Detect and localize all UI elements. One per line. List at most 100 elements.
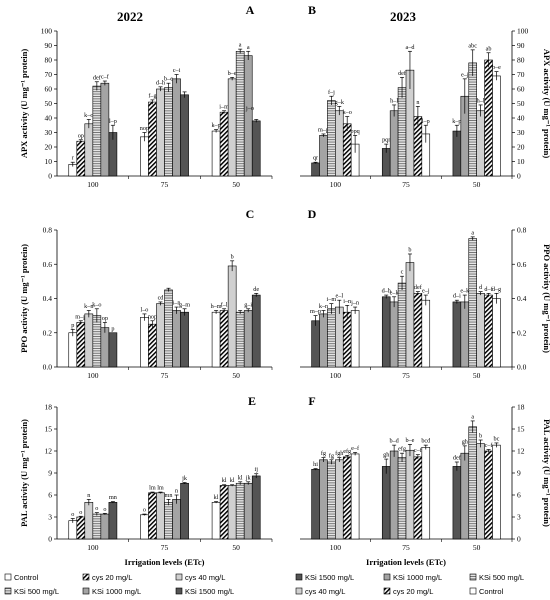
y-tick-label: 9 bbox=[48, 469, 52, 478]
bar-cys-40-mg-l bbox=[335, 459, 344, 540]
legend-swatch bbox=[4, 573, 12, 581]
bar-cys-40-mg-l bbox=[227, 78, 237, 177]
bar-cys-40-mg-l bbox=[476, 443, 485, 540]
bar-ksi-1500-mg-l bbox=[108, 502, 118, 540]
bar-ksi-1500-mg-l bbox=[311, 469, 320, 540]
x-category-label: 100 bbox=[330, 543, 342, 552]
x-axis-label: Irrigation levels (ETc) bbox=[125, 557, 205, 567]
y-axis-label: PPO activity (U mg⁻¹ protein) bbox=[542, 244, 550, 353]
y-tick-label: 10 bbox=[45, 157, 53, 166]
significance-letter: gh bbox=[462, 438, 469, 445]
y-tick-label: 90 bbox=[45, 41, 53, 50]
bar-cys-20-mg-l bbox=[342, 311, 352, 368]
x-category-label: 50 bbox=[232, 180, 240, 189]
legend-swatch bbox=[383, 587, 391, 595]
legend-label: cys 20 mg/L bbox=[92, 573, 132, 582]
significance-letter: k–o bbox=[92, 301, 101, 308]
bar-cys-40-mg-l bbox=[84, 313, 94, 368]
y-axis-label: PAL activity (U mg⁻¹ protein) bbox=[542, 419, 550, 527]
y-tick-label: 20 bbox=[517, 143, 525, 152]
bar-ksi-500-mg-l bbox=[397, 282, 407, 368]
y-tick-label: 30 bbox=[45, 128, 53, 137]
significance-letter: k–o bbox=[84, 112, 93, 119]
bar-ksi-1000-mg-l bbox=[243, 482, 253, 540]
bar-cys-40-mg-l bbox=[476, 293, 485, 368]
legend-item-cys-20-mg-l: cys 20 mg/L bbox=[383, 587, 433, 596]
significance-letter: efg bbox=[398, 446, 406, 453]
bar-ksi-500-mg-l bbox=[327, 461, 336, 540]
bar-ksi-500-mg-l bbox=[164, 502, 173, 540]
significance-letter: fgh bbox=[335, 450, 344, 457]
bar-ksi-1500-mg-l bbox=[180, 482, 189, 540]
bar-cys-20-mg-l bbox=[219, 310, 229, 368]
x-category-label: 75 bbox=[402, 543, 410, 552]
x-category-label: 75 bbox=[402, 180, 410, 189]
panel-b: B 0 10 20 30 40 50 60 70 80 90 100 APX activity (U m… bbox=[300, 3, 550, 189]
bar-ksi-1500-mg-l bbox=[108, 332, 118, 368]
significance-letter: n bbox=[416, 99, 419, 106]
x-category-label: 100 bbox=[330, 371, 342, 380]
significance-letter: e–f bbox=[351, 445, 360, 452]
legend-label: KSi 1000 mg/L bbox=[393, 573, 442, 582]
significance-letter: b bbox=[479, 433, 482, 440]
bar-cys-20-mg-l bbox=[219, 485, 229, 540]
panel-letter: B bbox=[308, 3, 316, 17]
bar-ksi-1500-mg-l bbox=[381, 466, 391, 540]
significance-letter: f–j bbox=[328, 89, 335, 96]
x-category-label: 50 bbox=[473, 543, 481, 552]
significance-letter: mn bbox=[109, 494, 117, 501]
bar-control bbox=[421, 447, 431, 540]
significance-letter: d–f bbox=[484, 286, 493, 293]
legend-label: KSi 1500 mg/L bbox=[185, 587, 234, 596]
legend-label: Control bbox=[479, 587, 504, 596]
significance-letter: o bbox=[95, 505, 98, 512]
legend-swatch bbox=[82, 587, 90, 595]
y-tick-label: 3 bbox=[48, 513, 52, 522]
bar-control bbox=[492, 75, 501, 177]
significance-letter: pqr bbox=[382, 137, 390, 144]
bar-control bbox=[140, 136, 149, 177]
bar-cys-20-mg-l bbox=[219, 111, 229, 177]
legend-label: KSi 1500 mg/L bbox=[305, 573, 354, 582]
bar-cys-40-mg-l bbox=[156, 88, 165, 177]
y-tick-label: 20 bbox=[45, 143, 53, 152]
bar-ksi-1000-mg-l bbox=[172, 499, 181, 540]
y-axis-label: APX activity (U mg⁻¹ protein) bbox=[542, 49, 550, 158]
significance-letter: d–h bbox=[382, 288, 392, 295]
bar-cys-20-mg-l bbox=[484, 294, 493, 368]
bar-cys-40-mg-l bbox=[84, 123, 94, 177]
panel-letter: A bbox=[246, 3, 255, 17]
significance-letter: n bbox=[87, 492, 90, 499]
significance-letter: l–p bbox=[422, 118, 430, 125]
significance-letter: p bbox=[71, 322, 74, 329]
bar-ksi-500-mg-l bbox=[397, 457, 407, 540]
significance-letter: e–k bbox=[390, 289, 400, 296]
panel-d: D 0.0 0.2 0.4 0.6 0.8 PPO activity (U mg⁻¹ pro… bbox=[300, 207, 550, 380]
y-tick-label: 90 bbox=[517, 41, 525, 50]
bar-cys-20-mg-l bbox=[76, 516, 86, 540]
panel-e: E 0 3 6 9 12 15 18 PAL activity (U mg⁻¹ protein)… bbox=[19, 394, 273, 567]
legend-label: KSi 1000 mg/L bbox=[92, 587, 141, 596]
bar-ksi-1000-mg-l bbox=[460, 301, 470, 368]
y-tick-label: 40 bbox=[45, 114, 53, 123]
significance-letter: p bbox=[111, 325, 114, 332]
bar-cys-20-mg-l bbox=[413, 456, 423, 540]
significance-letter: ab bbox=[486, 45, 492, 52]
x-category-label: 75 bbox=[402, 371, 410, 380]
bar-ksi-1000-mg-l bbox=[319, 313, 328, 368]
y-tick-label: 0.2 bbox=[43, 328, 53, 337]
y-tick-label: 60 bbox=[517, 85, 525, 94]
significance-letter: kl bbox=[230, 477, 235, 484]
significance-letter: k–n bbox=[319, 303, 328, 310]
bar-ksi-1000-mg-l bbox=[319, 135, 328, 177]
significance-letter: k–p bbox=[211, 122, 220, 129]
bar-control bbox=[140, 317, 149, 368]
y-tick-label: 0.4 bbox=[517, 294, 527, 303]
significance-letter: c–f bbox=[414, 447, 423, 454]
bar-ksi-1500-mg-l bbox=[381, 296, 391, 368]
x-category-label: 75 bbox=[161, 180, 169, 189]
bar-ksi-1500-mg-l bbox=[251, 475, 261, 540]
significance-letter: abc bbox=[468, 42, 477, 49]
significance-letter: e–j bbox=[422, 288, 430, 295]
